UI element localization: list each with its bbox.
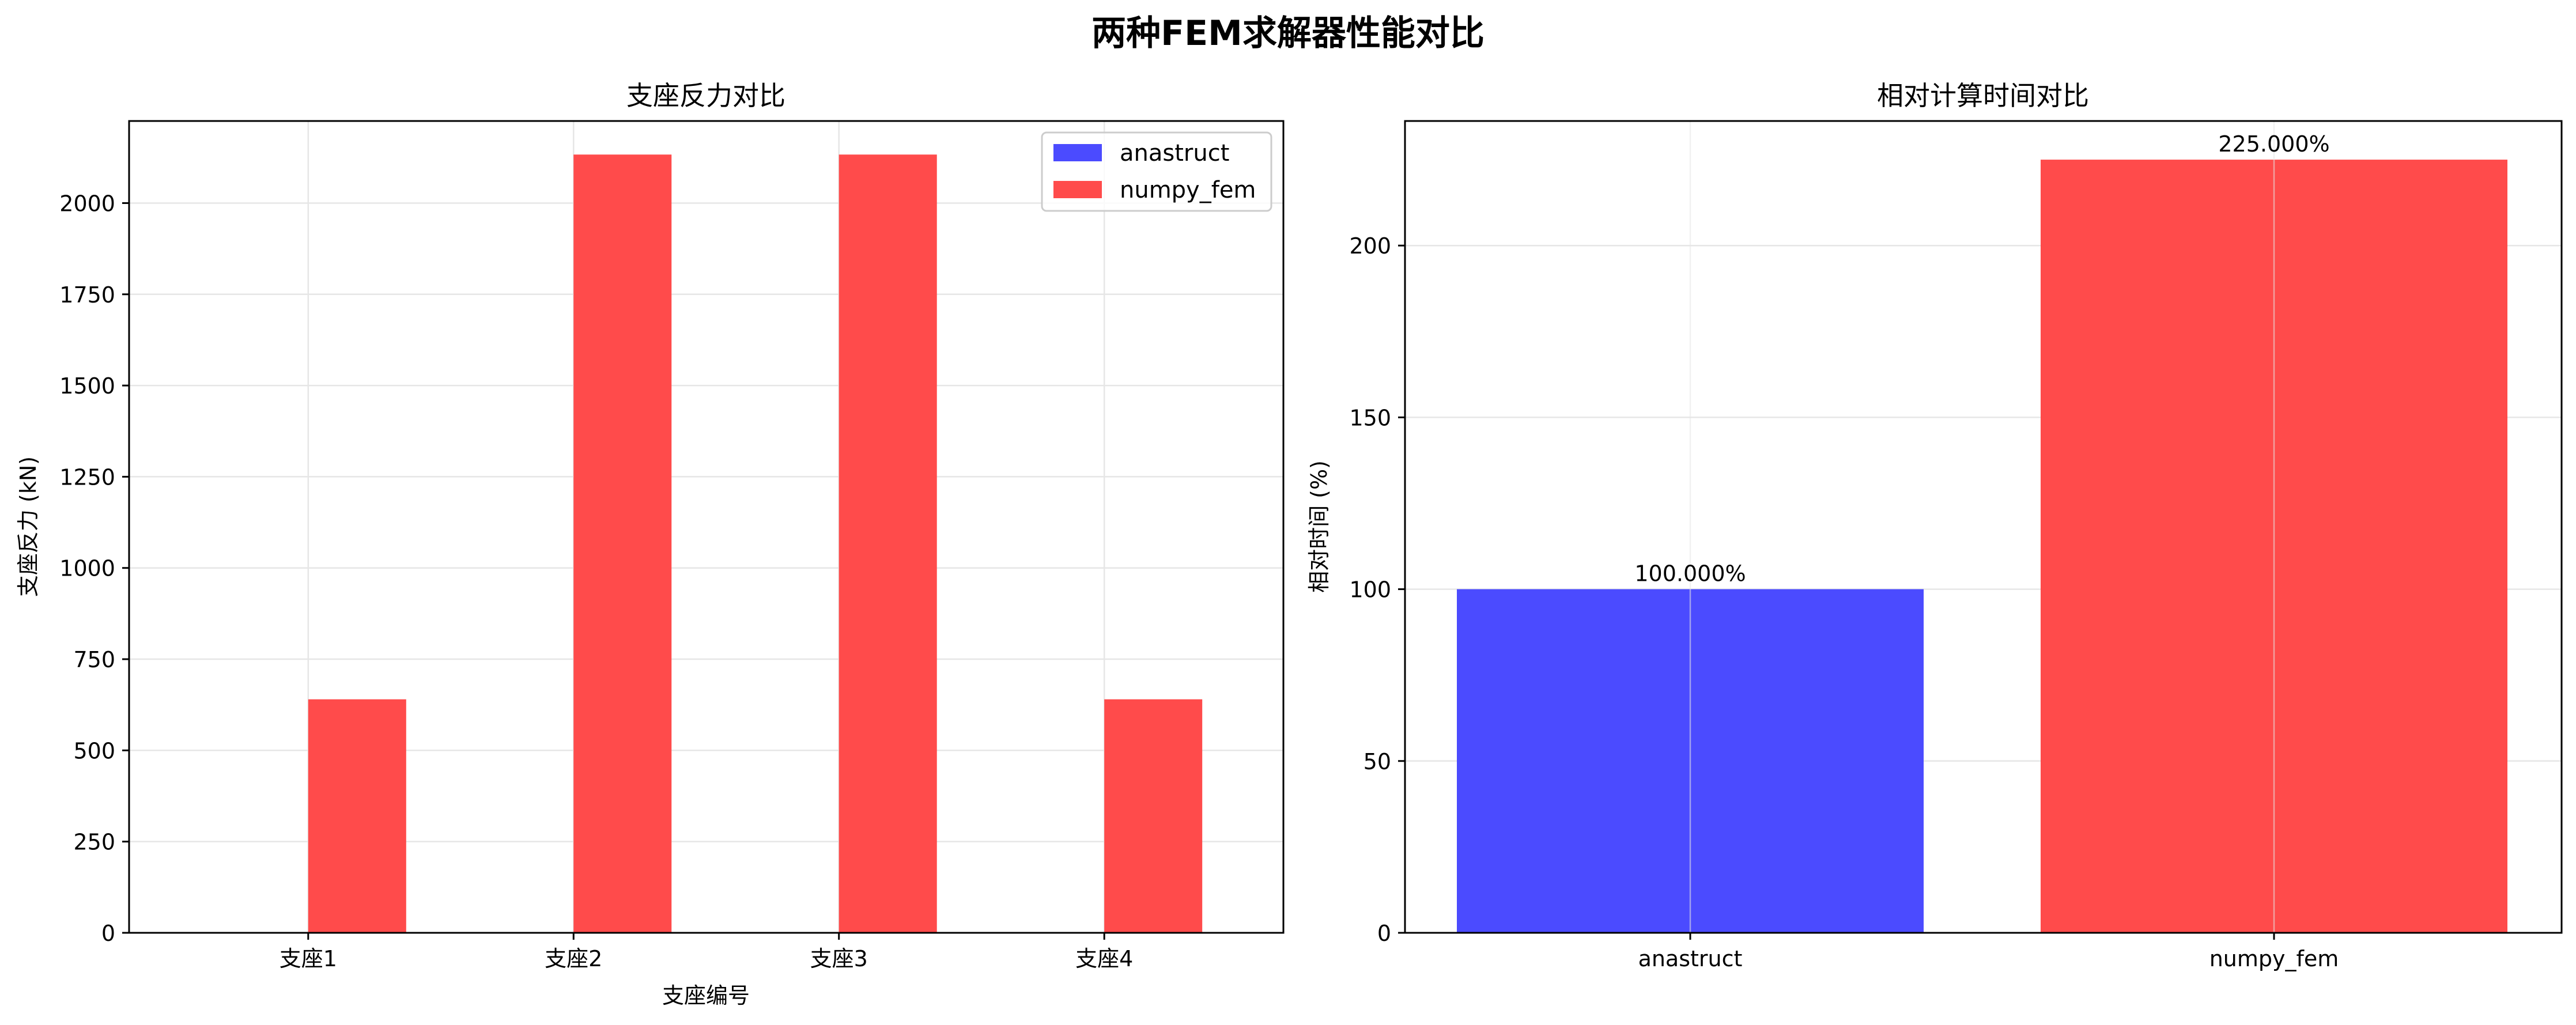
time-ytick-label: 50	[1363, 749, 1391, 774]
reaction-ytick-label: 2000	[59, 191, 115, 216]
reaction-chart: 0 250 500 750 1000 1250 1500 1750 2000 支座1 支座2 支座3…	[16, 80, 1285, 1008]
reaction-xtick-label: 支座2	[545, 946, 602, 971]
reaction-ytick-label: 750	[73, 647, 115, 672]
time-data-labels: 100.000% 225.000%	[1634, 131, 2329, 587]
reaction-ytick-label: 1750	[59, 282, 115, 308]
time-ytick-label: 200	[1349, 233, 1391, 259]
reaction-ytick-label: 500	[73, 738, 115, 763]
bar-numpy-fem-4	[1104, 699, 1203, 933]
reaction-ytick-label: 0	[101, 921, 115, 946]
reaction-bars	[308, 154, 1203, 933]
reaction-y-axis-label: 支座反力 (kN)	[16, 456, 41, 597]
time-data-label: 100.000%	[1634, 561, 1746, 587]
reaction-xtick-label: 支座3	[810, 946, 868, 971]
reaction-xtick-label: 支座4	[1075, 946, 1133, 971]
reaction-plot-frame	[128, 120, 1285, 934]
legend-swatch-anastruct	[1053, 144, 1102, 161]
time-xtick-label: anastruct	[1638, 946, 1743, 971]
reaction-chart-title: 支座反力对比	[626, 80, 785, 111]
time-y-axis-label: 相对时间 (%)	[1306, 460, 1332, 593]
reaction-yticks: 0 250 500 750 1000 1250 1500 1750 2000	[59, 191, 129, 946]
time-ytick-label: 0	[1377, 921, 1391, 946]
legend-swatch-numpy-fem	[1053, 181, 1102, 198]
time-ytick-label: 150	[1349, 405, 1391, 430]
reaction-x-axis-label: 支座编号	[662, 983, 750, 1008]
time-chart-title: 相对计算时间对比	[1877, 80, 2089, 111]
reaction-xticks: 支座1 支座2 支座3 支座4	[279, 933, 1133, 971]
time-xticks: anastruct numpy_fem	[1638, 933, 2339, 971]
bar-numpy-fem-3	[838, 154, 937, 933]
reaction-ytick-label: 250	[73, 830, 115, 855]
reaction-ytick-label: 1250	[59, 464, 115, 490]
time-xtick-label: numpy_fem	[2209, 946, 2339, 971]
bar-numpy-fem-2	[573, 154, 672, 933]
legend-label-anastruct: anastruct	[1120, 140, 1229, 167]
reaction-ytick-label: 1500	[59, 373, 115, 399]
time-yticks: 0 50 100 150 200	[1349, 233, 1405, 946]
bar-numpy-fem-1	[308, 699, 406, 933]
figure-suptitle: 两种FEM求解器性能对比	[1091, 13, 1485, 54]
time-ytick-label: 100	[1349, 577, 1391, 603]
time-data-label: 225.000%	[2218, 131, 2329, 157]
reaction-ytick-label: 1000	[59, 556, 115, 581]
legend-label-numpy-fem: numpy_fem	[1120, 177, 1256, 203]
reaction-xtick-label: 支座1	[279, 946, 337, 971]
time-plot-frame	[1404, 120, 2563, 934]
reaction-legend: anastruct numpy_fem	[1041, 131, 1272, 212]
time-chart: 0 50 100 150 200 anastruct numpy_fem 相对计算时间对比…	[1306, 80, 2563, 971]
